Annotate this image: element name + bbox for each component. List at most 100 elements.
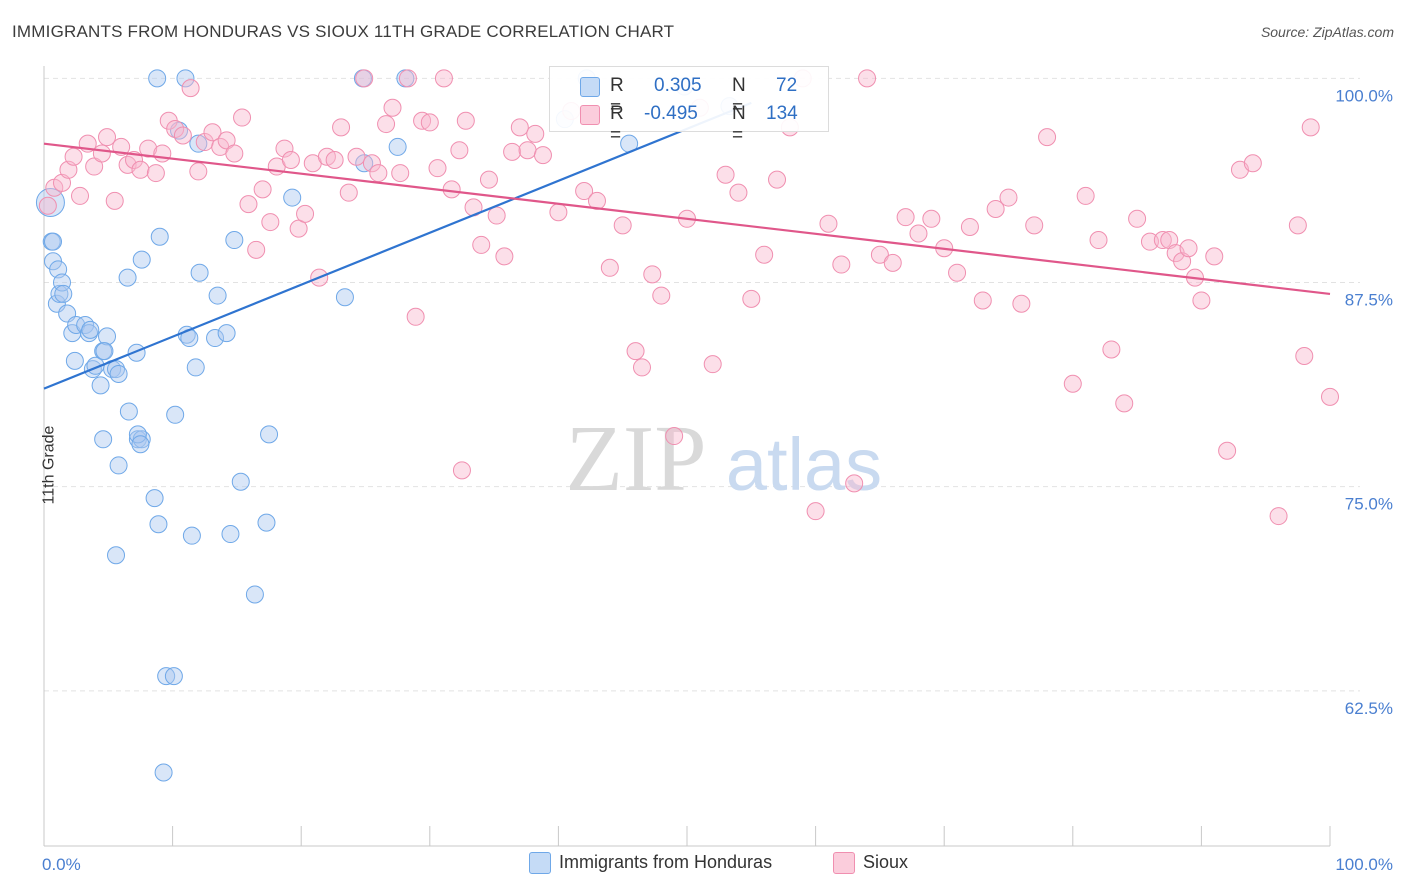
sioux-point <box>38 196 57 215</box>
honduras-point <box>388 137 407 156</box>
sioux-point <box>369 164 388 183</box>
sioux-point <box>420 113 439 132</box>
chart-title: IMMIGRANTS FROM HONDURAS VS SIOUX 11TH G… <box>12 22 675 41</box>
honduras-point <box>176 69 195 88</box>
y-tick-label: 87.5% <box>1345 291 1393 310</box>
sioux-point <box>948 263 967 282</box>
honduras-point <box>221 525 240 544</box>
y-tick-label: 75.0% <box>1345 495 1393 514</box>
honduras-point <box>53 273 72 292</box>
sioux-point <box>181 79 200 98</box>
honduras-point <box>190 263 209 282</box>
sioux-point <box>71 186 90 205</box>
honduras-point <box>145 489 164 508</box>
sioux-point <box>413 111 432 130</box>
sioux-point <box>495 247 514 266</box>
honduras-point <box>206 329 225 348</box>
y-axis-label: 11th Grade <box>40 425 58 505</box>
sioux-point <box>1218 441 1237 460</box>
sioux-point <box>487 206 506 225</box>
honduras-point <box>65 351 84 370</box>
sioux-point <box>1102 340 1121 359</box>
sioux-point <box>166 119 185 138</box>
sioux-point <box>1205 247 1224 266</box>
sioux-point <box>325 151 344 169</box>
honduras-point <box>186 358 205 377</box>
honduras-point <box>109 456 128 475</box>
y-tick-label: 100.0% <box>1335 86 1393 105</box>
honduras-legend-icon <box>529 852 551 874</box>
sioux-point <box>479 170 498 189</box>
honduras-point <box>148 69 167 88</box>
grid <box>44 77 1360 692</box>
honduras-point <box>44 232 63 251</box>
honduras-point <box>119 402 138 421</box>
sioux-point <box>1128 209 1147 228</box>
sioux-point <box>225 144 244 163</box>
honduras-point <box>335 288 354 307</box>
honduras-point <box>217 324 236 343</box>
sioux-point <box>845 474 864 493</box>
sioux-point <box>518 141 537 160</box>
honduras-point <box>166 405 185 424</box>
honduras-point <box>245 585 264 604</box>
honduras-point <box>149 515 168 534</box>
source-label: Source: ZipAtlas.com <box>1260 24 1394 40</box>
sioux-point <box>510 118 529 137</box>
sioux-point <box>870 245 889 264</box>
sioux-point <box>355 69 374 88</box>
honduras-point <box>94 430 113 449</box>
honduras-point <box>260 425 279 444</box>
sioux-trend-line <box>43 142 1331 296</box>
sioux-point <box>1179 239 1198 258</box>
honduras-point <box>283 188 302 207</box>
sioux-point <box>64 147 83 166</box>
r-label: R = <box>610 75 624 118</box>
sioux-point <box>1321 387 1339 406</box>
r-value: -0.495 <box>644 103 698 124</box>
sioux-point <box>339 183 358 202</box>
sioux-legend-icon <box>833 852 855 874</box>
sioux-point <box>1153 231 1172 250</box>
sioux-point <box>347 147 366 166</box>
n-value: 134 <box>766 103 798 124</box>
sioux-point <box>275 139 294 158</box>
sioux-point <box>999 188 1018 207</box>
sioux-point <box>1269 507 1288 526</box>
sioux-point <box>1012 294 1031 313</box>
r-label: R = <box>610 103 624 146</box>
sioux-point <box>1301 118 1320 137</box>
sioux-point <box>986 200 1005 218</box>
sioux-point <box>281 151 300 169</box>
sioux-point <box>526 124 545 143</box>
honduras-point <box>98 327 117 346</box>
sioux-point <box>239 195 258 214</box>
correlation-legend: R = 0.305 N = 72 R = -0.495 N = 134 <box>549 66 829 146</box>
sioux-point <box>643 265 662 284</box>
sioux-point <box>362 154 381 173</box>
sioux-point <box>442 180 461 199</box>
honduras-point <box>157 667 176 686</box>
sioux-point <box>652 286 671 305</box>
sioux-point <box>1295 347 1314 365</box>
watermark-atlas: atlas <box>726 423 882 506</box>
sioux-point <box>153 144 172 163</box>
sioux-point <box>575 182 594 201</box>
honduras-point <box>131 435 150 454</box>
sioux-point <box>549 203 568 222</box>
honduras-point <box>231 472 250 491</box>
sioux-point <box>203 123 222 142</box>
honduras-point <box>54 284 73 303</box>
sioux-point <box>819 214 838 233</box>
honduras-point <box>91 376 110 395</box>
sioux-point <box>253 180 272 199</box>
r-value: 0.305 <box>654 75 702 96</box>
honduras-point <box>355 154 374 173</box>
sioux-point <box>858 69 877 88</box>
watermark: ZIP atlas <box>566 407 883 511</box>
sioux-point <box>452 461 471 480</box>
sioux-point <box>472 235 491 254</box>
honduras-point <box>182 526 201 545</box>
sioux-point <box>434 69 453 88</box>
